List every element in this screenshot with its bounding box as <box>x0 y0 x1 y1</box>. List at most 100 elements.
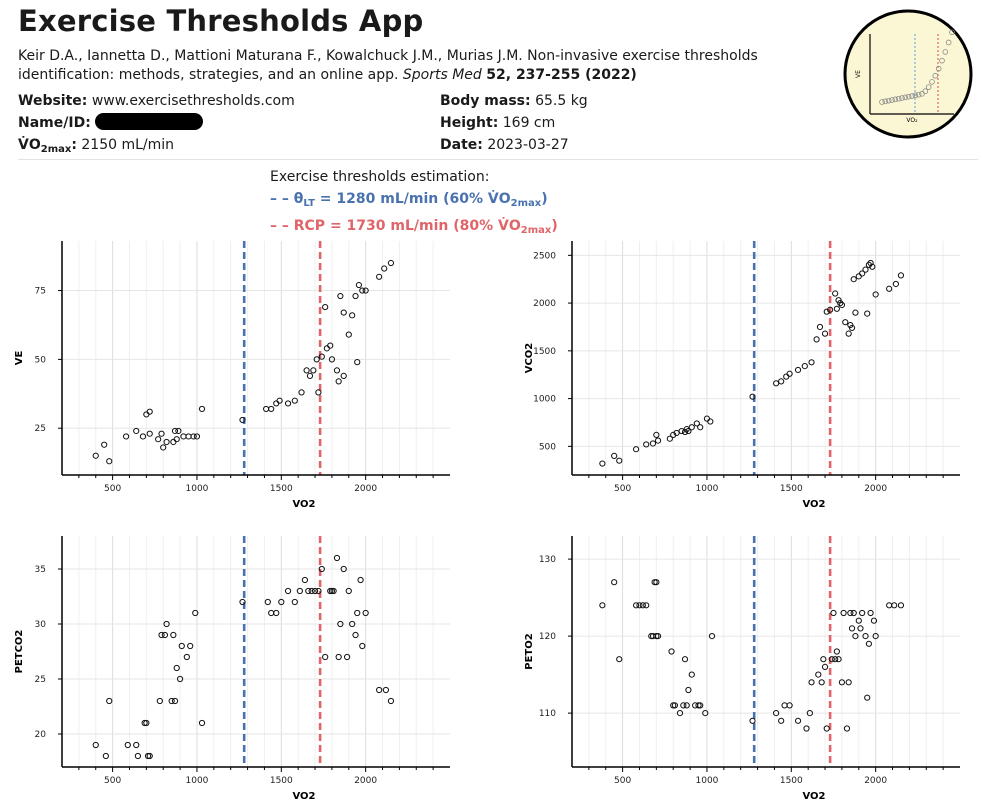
bodymass-value: 65.5 kg <box>535 93 588 109</box>
data-point <box>106 458 113 465</box>
data-point <box>349 620 356 628</box>
data-point <box>855 617 862 624</box>
data-point <box>163 620 170 628</box>
data-point <box>328 356 336 363</box>
y-tick-label: 500 <box>539 442 556 452</box>
x-tick-label: 1500 <box>780 776 803 786</box>
data-point <box>668 648 675 655</box>
data-point <box>897 272 905 279</box>
logo-points <box>879 29 955 105</box>
data-point <box>794 366 802 374</box>
data-point <box>857 625 864 632</box>
x-tick-label: 1000 <box>696 776 719 786</box>
data-point <box>362 609 369 617</box>
data-point <box>310 367 317 374</box>
data-point <box>333 554 341 562</box>
data-point <box>322 303 329 311</box>
data-point <box>864 310 871 317</box>
data-point <box>193 433 201 440</box>
data-point <box>848 324 856 332</box>
data-point <box>337 292 344 300</box>
x-tick-label: 1500 <box>780 484 803 494</box>
data-point <box>311 587 319 595</box>
data-point <box>146 430 153 437</box>
logo-point <box>879 99 885 105</box>
data-point <box>376 273 383 280</box>
x-tick-label: 500 <box>614 484 631 494</box>
data-point <box>823 725 830 732</box>
logo-point <box>905 93 912 100</box>
data-point <box>599 602 606 609</box>
data-point <box>828 656 835 663</box>
citation-volume: 52, 237-255 (2022) <box>486 67 637 83</box>
logo-point <box>925 84 932 90</box>
data-point <box>872 291 879 298</box>
website-label: Website: <box>18 93 88 109</box>
data-point <box>688 671 695 678</box>
date-label: Date: <box>440 137 483 153</box>
data-point <box>146 752 153 760</box>
data-point <box>815 671 822 678</box>
data-point <box>335 378 342 385</box>
data-point <box>891 602 898 609</box>
data-point <box>821 330 829 337</box>
data-point <box>833 648 840 655</box>
y-axis-label: VE <box>14 351 25 366</box>
data-point <box>359 642 366 650</box>
data-point <box>781 702 788 709</box>
data-point <box>697 702 704 709</box>
data-point <box>185 433 192 440</box>
data-point <box>323 345 330 352</box>
data-point <box>816 323 824 331</box>
data-point <box>171 427 179 435</box>
data-point <box>170 438 177 446</box>
data-point <box>124 741 131 749</box>
data-point <box>832 656 839 663</box>
data-point <box>163 438 170 446</box>
header-divider <box>18 159 978 160</box>
data-point <box>872 633 879 640</box>
data-point <box>192 609 199 617</box>
data-point <box>362 287 369 294</box>
data-point <box>156 697 163 705</box>
x-axis-label: VO2 <box>292 791 315 802</box>
logo-point <box>882 98 889 105</box>
data-point <box>306 372 314 379</box>
vo2max-label: V̇O2max: <box>18 137 77 155</box>
x-tick-label: 2000 <box>864 776 887 786</box>
data-point <box>318 353 325 360</box>
data-point <box>643 441 650 448</box>
citation-journal: Sports Med <box>402 67 482 83</box>
data-point <box>352 292 359 300</box>
data-point <box>670 431 677 438</box>
data-point <box>680 702 687 709</box>
date-value: 2023-03-27 <box>487 137 569 153</box>
logo-point <box>942 49 949 55</box>
height-label: Height: <box>440 115 499 131</box>
name-row: Name/ID: <box>18 112 295 134</box>
data-point <box>639 602 646 609</box>
logo-point <box>939 57 945 64</box>
data-point <box>749 393 756 400</box>
x-tick-label: 1000 <box>186 484 209 494</box>
data-point <box>92 741 99 749</box>
data-point <box>359 287 366 294</box>
x-tick-label: 1000 <box>696 484 719 494</box>
data-point <box>671 702 679 709</box>
name-label: Name/ID: <box>18 115 91 131</box>
data-point <box>773 710 780 717</box>
data-point <box>330 587 337 595</box>
data-point <box>786 370 793 377</box>
logo-circle <box>843 9 973 139</box>
website-value[interactable]: www.exercisethresholds.com <box>91 93 295 109</box>
data-point <box>170 631 177 639</box>
y-tick-label: 25 <box>35 424 46 434</box>
data-point <box>239 598 246 606</box>
data-point <box>123 433 130 440</box>
data-point <box>180 433 187 440</box>
data-point <box>643 602 650 609</box>
logo-point <box>895 95 902 102</box>
data-point <box>708 633 716 640</box>
data-point <box>827 306 834 313</box>
app-logo: VE VO₂ <box>842 8 974 140</box>
